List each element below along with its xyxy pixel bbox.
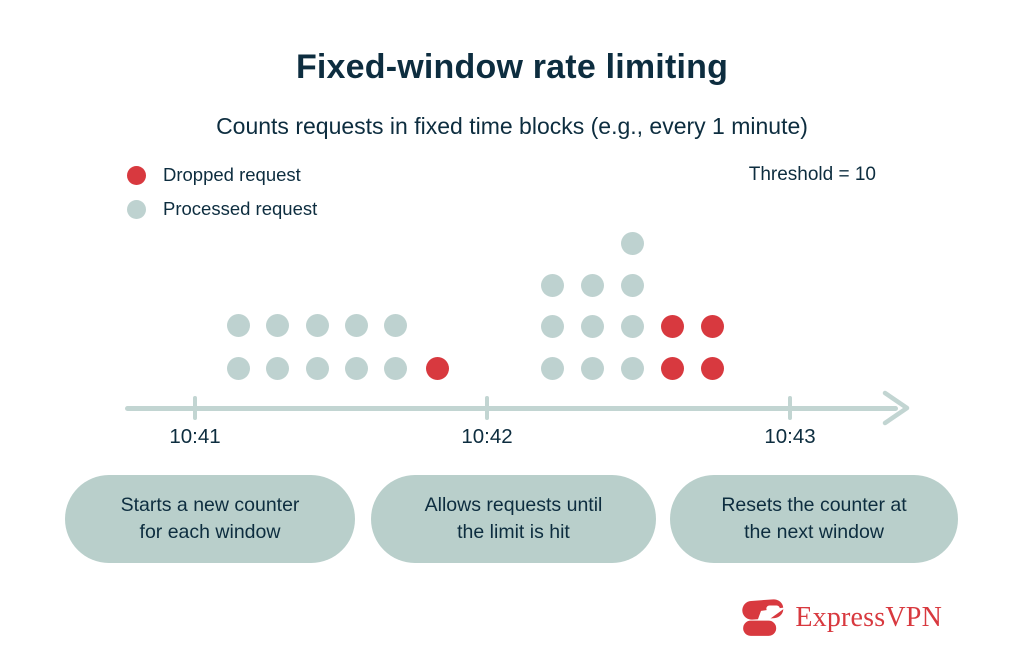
processed-request-dot <box>265 356 289 380</box>
callout-line: Allows requests until <box>424 494 603 516</box>
processed-request-dot <box>226 356 250 380</box>
callout-allows-requests: Allows requests until the limit is hit <box>371 475 656 563</box>
callout-line: the limit is hit <box>457 521 570 543</box>
page-title: Fixed-window rate limiting <box>295 48 729 86</box>
processed-request-dot <box>580 356 604 380</box>
processed-request-dot <box>620 314 644 338</box>
callout-line: Starts a new counter <box>120 494 300 516</box>
processed-request-dot <box>305 313 329 337</box>
processed-request-dot <box>344 313 368 337</box>
processed-request-dot <box>620 273 644 297</box>
processed-request-dot <box>383 313 407 337</box>
legend-dropped-label: Dropped request <box>163 164 301 185</box>
dropped-request-dot <box>425 356 449 380</box>
axis-tick-label: 10:43 <box>764 425 816 448</box>
processed-request-dot <box>265 313 289 337</box>
axis-tick-label: 10:41 <box>169 425 221 448</box>
processed-request-dot <box>540 314 564 338</box>
page-subtitle: Counts requests in fixed time blocks (e.… <box>216 113 808 139</box>
processed-request-dot-icon <box>127 199 146 219</box>
brand-wordmark: ExpressVPN <box>795 602 942 633</box>
dropped-request-dot-icon <box>127 165 146 185</box>
dropped-request-dot <box>700 314 724 338</box>
callout-resets-counter: Resets the counter at the next window <box>670 475 958 563</box>
axis-tick-label: 10:42 <box>461 425 513 448</box>
processed-request-dot <box>383 356 407 380</box>
legend-processed-label: Processed request <box>163 198 318 219</box>
dropped-request-dot <box>660 314 684 338</box>
processed-request-dot <box>226 313 250 337</box>
axis-tick <box>192 396 198 420</box>
legend-dropped: Dropped request <box>127 164 301 186</box>
callout-line: for each window <box>139 521 281 543</box>
processed-request-dot <box>620 231 644 255</box>
dropped-request-dot <box>660 356 684 380</box>
axis-tick <box>787 396 793 420</box>
processed-request-dot <box>344 356 368 380</box>
callout-line: Resets the counter at <box>721 494 907 516</box>
dropped-request-dot <box>700 356 724 380</box>
axis-tick <box>484 396 490 420</box>
timeline-axis <box>125 406 898 411</box>
callout-new-counter: Starts a new counter for each window <box>65 475 355 563</box>
legend-processed: Processed request <box>127 198 317 220</box>
processed-request-dot <box>580 273 604 297</box>
threshold-label: Threshold = 10 <box>748 164 876 185</box>
processed-request-dot <box>540 356 564 380</box>
callout-line: the next window <box>744 521 884 543</box>
axis-arrowhead-icon <box>882 390 910 426</box>
processed-request-dot <box>540 273 564 297</box>
processed-request-dot <box>620 356 644 380</box>
processed-request-dot <box>305 356 329 380</box>
processed-request-dot <box>580 314 604 338</box>
brand-lockup: ExpressVPN <box>736 594 942 642</box>
expressvpn-logo-icon <box>742 599 787 636</box>
